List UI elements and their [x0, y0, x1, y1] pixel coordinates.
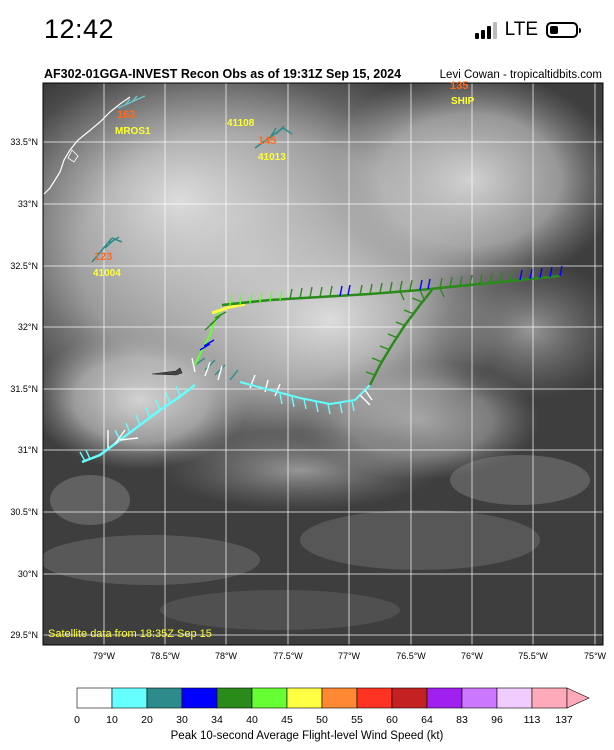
colorbar-swatch	[146, 687, 183, 709]
track-segment-green-east	[368, 289, 433, 386]
lat-lon-grid	[43, 83, 603, 645]
station-41108: 41108	[227, 118, 255, 129]
lat-label: 31.5°N	[10, 384, 38, 394]
map-frame	[42, 82, 604, 646]
lon-label: 76°W	[461, 651, 484, 661]
colorbar-tick: 34	[211, 714, 223, 726]
station-id: MROS1	[115, 126, 151, 137]
lat-label: 31°N	[18, 445, 38, 455]
station-id: 41013	[258, 152, 286, 163]
station-mros1: 163 MROS1	[115, 95, 151, 137]
station-value: 135	[450, 80, 468, 92]
station-barb	[91, 236, 123, 263]
colorbar-tick: 83	[456, 714, 468, 726]
station-barb	[117, 95, 146, 109]
station-id: 41108	[227, 118, 255, 129]
station-id: 41004	[93, 268, 121, 279]
status-time: 12:42	[44, 14, 115, 44]
colorbar-tick: 60	[386, 714, 398, 726]
status-bar: 12:42 LTE	[0, 0, 614, 62]
colorbar-swatch	[216, 687, 253, 709]
lat-label: 30°N	[18, 569, 38, 579]
colorbar-swatch	[496, 687, 533, 709]
colorbar-tick: 10	[106, 714, 118, 726]
colorbar-tick: 20	[141, 714, 153, 726]
map-title: AF302-01GGA-INVEST Recon Obs as of 19:31…	[44, 67, 402, 81]
signal-icon	[474, 21, 497, 39]
lat-label: 33.5°N	[10, 137, 38, 147]
station-value: 145	[258, 135, 276, 147]
colorbar-swatch	[286, 687, 323, 709]
colorbar-swatch	[391, 687, 428, 709]
colorbar-tick: 50	[316, 714, 328, 726]
lat-labels: 33.5°N 33°N 32.5°N 32°N 31.5°N 31°N 30.5…	[10, 137, 38, 640]
status-indicators: LTE	[474, 18, 581, 42]
colorbar-swatch	[531, 687, 568, 709]
track-segment-yellow	[211, 302, 246, 315]
station-41013: 145 41013	[254, 125, 293, 163]
station-barb	[254, 125, 293, 149]
lon-label: 75.5°W	[518, 651, 548, 661]
colorbar-tick: 113	[524, 714, 541, 726]
lon-label: 77.5°W	[273, 651, 303, 661]
lat-label: 32.5°N	[10, 261, 38, 271]
colorbar-swatch	[111, 687, 148, 709]
colorbar-tick: 64	[421, 714, 433, 726]
satellite-note: Satellite data from 18:35Z Sep 15	[48, 628, 212, 640]
map-credit: Levi Cowan - tropicaltidbits.com	[439, 69, 602, 81]
station-value: 163	[117, 109, 135, 121]
lon-label: 78°W	[215, 651, 238, 661]
colorbar-tick: 40	[246, 714, 258, 726]
colorbar-tick: 45	[281, 714, 293, 726]
lon-label: 76.5°W	[396, 651, 426, 661]
flight-track	[79, 265, 563, 464]
station-value: 123	[94, 251, 112, 263]
colorbar-swatch	[76, 687, 113, 709]
colorbar-tick: 55	[351, 714, 363, 726]
aircraft-icon	[151, 367, 183, 376]
colorbar-swatch	[426, 687, 463, 709]
satellite-layer	[43, 83, 603, 645]
lat-label: 30.5°N	[10, 507, 38, 517]
colorbar-tick: 137	[555, 714, 573, 726]
lon-label: 79°W	[93, 651, 116, 661]
colorbar-tick: 30	[176, 714, 188, 726]
colorbar-swatch	[251, 687, 288, 709]
colorbar-tick: 96	[491, 714, 503, 726]
colorbar-tick: 0	[74, 714, 80, 726]
lat-label: 33°N	[18, 199, 38, 209]
colorbar-swatch	[181, 687, 218, 709]
colorbar-arrow	[566, 687, 590, 709]
colorbar-label: Peak 10-second Average Flight-level Wind…	[170, 730, 444, 742]
track-segment-cyan-south	[239, 381, 371, 406]
track-segment-green-main	[221, 274, 561, 307]
station-ship: 135 SHIP	[450, 80, 475, 107]
lat-label: 32°N	[18, 322, 38, 332]
colorbar: 0 10 20 30 34 40 45 50 55 60 64 83 96 113 137	[74, 687, 590, 726]
lon-label: 75°W	[584, 651, 607, 661]
colorbar-swatch	[461, 687, 498, 709]
lat-label: 29.5°N	[10, 630, 38, 640]
lon-labels: 79°W 78.5°W 78°W 77.5°W 77°W 76.5°W 76°W…	[93, 651, 607, 661]
colorbar-swatch	[356, 687, 393, 709]
lon-label: 77°W	[338, 651, 361, 661]
station-id: SHIP	[451, 96, 475, 107]
battery-icon	[546, 22, 581, 38]
network-label: LTE	[504, 19, 538, 40]
station-41004: 123 41004	[91, 236, 123, 279]
colorbar-swatch	[321, 687, 358, 709]
lon-label: 78.5°W	[150, 651, 180, 661]
coastline	[43, 96, 131, 195]
